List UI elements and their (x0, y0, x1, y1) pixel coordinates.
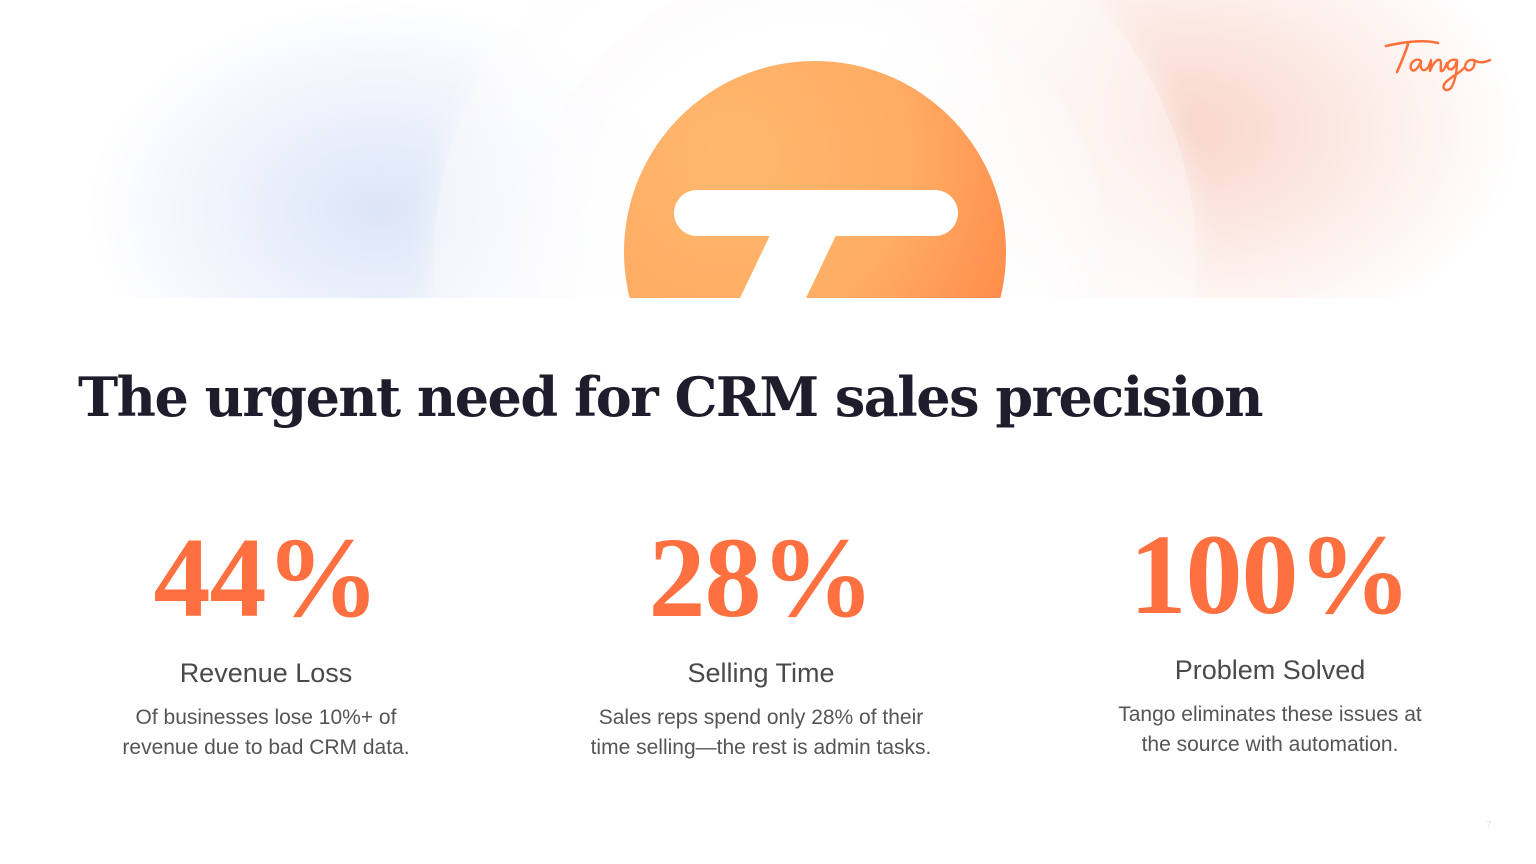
stat-label: Revenue Loss (179, 658, 353, 688)
tango-t-icon (674, 190, 958, 298)
slide-title: The urgent need for CRM sales precision (78, 365, 1264, 429)
tango-wordmark (1378, 30, 1508, 100)
tango-logo-mark (624, 61, 1006, 298)
page-number: 7 (1486, 820, 1492, 831)
stat-value: 28% (648, 514, 875, 641)
stat-description: Of businesses lose 10%+ of revenue due t… (36, 703, 496, 763)
stat-label: Selling Time (687, 658, 835, 688)
stat-card-selling-time: 28% Selling Time Sales reps spend only 2… (531, 518, 991, 763)
stat-description: Tango eliminates these issues at the sou… (1040, 700, 1500, 760)
stat-description-line: Sales reps spend only 28% of their (598, 706, 924, 729)
stat-description-line: the source with automation. (1141, 733, 1399, 756)
hero-banner (0, 0, 1536, 298)
stat-card-revenue-loss: 44% Revenue Loss Of businesses lose 10%+… (36, 518, 496, 763)
stat-value: 100% (1129, 511, 1412, 638)
stat-description-line: Of businesses lose 10%+ of (135, 706, 397, 729)
stat-label: Problem Solved (1174, 655, 1366, 685)
stat-description-line: time selling—the rest is admin tasks. (590, 736, 932, 759)
stat-card-problem-solved: 100% Problem Solved Tango eliminates the… (1040, 515, 1500, 760)
stat-value: 44% (153, 514, 380, 641)
stat-description-line: Tango eliminates these issues at (1118, 703, 1422, 726)
stat-description: Sales reps spend only 28% of their time … (531, 703, 991, 763)
stat-description-line: revenue due to bad CRM data. (122, 736, 410, 759)
tango-wordmark-logo (1384, 40, 1492, 92)
